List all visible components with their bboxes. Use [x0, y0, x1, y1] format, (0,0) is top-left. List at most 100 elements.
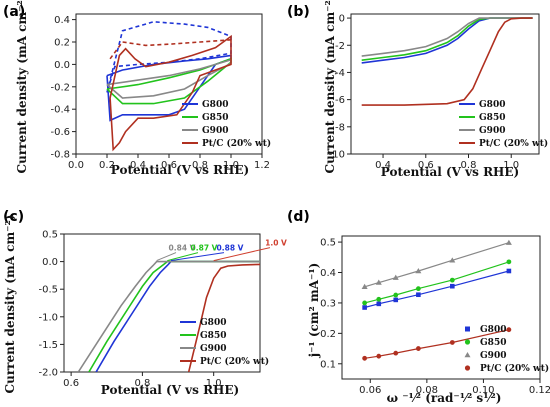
y-tick-label: 0.1 — [320, 359, 336, 370]
x-tick-label: 0.06 — [359, 385, 381, 396]
data-point-pt-c-20-wt- — [449, 340, 455, 345]
y-tick-label: 0 — [339, 14, 345, 25]
legend-label: G850 — [480, 338, 506, 348]
fit-line-g800 — [364, 270, 510, 309]
y-axis-label: Current density (mA cm⁻²) — [15, 0, 29, 173]
data-point-pt-c-20-wt- — [393, 350, 399, 356]
data-point-g900 — [415, 267, 422, 274]
y-tick-label: -0.5 — [38, 285, 58, 296]
x-tick-label: 0.0 — [68, 160, 84, 171]
x-tick-label: 0.6 — [418, 160, 434, 171]
x-tick-label: 0.12 — [529, 385, 550, 396]
data-point-g900 — [375, 279, 382, 285]
onset-annotation: 0.84 V — [169, 244, 196, 253]
legend-label: G800 — [200, 318, 226, 328]
legend-label: G850 — [202, 113, 228, 123]
y-tick-label: 0.4 — [54, 15, 70, 26]
legend-label: G900 — [202, 126, 228, 136]
y-tick-label: 0.2 — [54, 38, 70, 49]
legend-swatch — [464, 365, 471, 371]
legend-label: G900 — [479, 126, 505, 136]
y-axis-label: j⁻¹ (cm² mA⁻¹) — [307, 263, 321, 359]
x-tick-label: 1.0 — [503, 160, 519, 171]
data-point-g800 — [376, 301, 382, 307]
onset-annotation: 0.87 V — [191, 244, 218, 253]
legend-label: G800 — [202, 100, 228, 110]
series-line-g900 — [361, 17, 533, 57]
series-line-g900 — [77, 260, 260, 372]
y-tick-label: -1.0 — [38, 312, 58, 323]
x-axis-label: Potential (V vs RHE) — [111, 163, 249, 177]
data-point-g900 — [392, 274, 399, 280]
y-axis-label: Current density (mA cm⁻²) — [3, 215, 17, 394]
data-point-g850 — [376, 296, 382, 302]
series-line-pt-c-20-wt- — [361, 17, 533, 106]
y-tick-label: 0.2 — [320, 329, 336, 340]
x-tick-label: 0.8 — [461, 160, 477, 171]
y-tick-label: -4 — [335, 68, 345, 79]
legend-label: G800 — [479, 100, 505, 110]
data-point-pt-c-20-wt- — [415, 346, 421, 351]
y-tick-label: -8 — [335, 122, 345, 133]
x-tick-label: 1.2 — [254, 160, 270, 171]
data-point-g800 — [506, 268, 512, 274]
y-tick-label: -2 — [335, 41, 345, 52]
legend-label: G900 — [200, 344, 226, 354]
y-tick-label: -0.8 — [50, 150, 70, 161]
panel-b: (b) 0.4 0.6 0.8 1.0 -10 -8 -6 -4 -2 0 Potential (V … — [287, 0, 548, 179]
plot-area — [77, 260, 260, 372]
data-point-g900 — [449, 257, 456, 263]
fit-line-g850 — [364, 261, 510, 304]
y-tick-label: -0.6 — [50, 127, 70, 138]
data-point-g900 — [505, 239, 512, 245]
plot-frame — [350, 13, 540, 155]
x-tick-label: 1.0 — [223, 160, 239, 171]
plot-area — [106, 20, 232, 152]
panel-label: (c) — [3, 209, 24, 225]
series-line-pt-c-20-wt- — [109, 39, 232, 60]
legend-swatch — [465, 326, 470, 332]
legend-label: G800 — [480, 325, 506, 335]
data-point-pt-c-20-wt- — [506, 327, 512, 333]
onset-arrow — [167, 252, 199, 262]
series-line-g900 — [106, 58, 232, 99]
legend-label: G850 — [479, 113, 505, 123]
data-point-g850 — [362, 300, 368, 306]
legend-label: Pt/C (20% wt) — [202, 138, 271, 149]
data-point-g850 — [415, 286, 421, 292]
x-tick-label: 0.4 — [375, 160, 391, 171]
onset-arrow — [170, 252, 225, 262]
panel-label: (a) — [3, 4, 25, 20]
data-point-g800 — [393, 297, 399, 303]
series-line-pt-c-20-wt- — [109, 34, 232, 152]
y-axis-label: Current density (mA cm⁻²) — [323, 0, 337, 173]
panel-label: (b) — [287, 4, 310, 20]
onset-annotation: 0.88 V — [217, 244, 244, 253]
y-tick-label: -10 — [329, 150, 345, 161]
x-tick-label: 0.4 — [130, 160, 146, 171]
y-tick-label: 0.4 — [320, 268, 336, 279]
panel-d: (d) 0.06 0.08 0.10 0.12 0.1 0.2 0.3 0.4 0.5 ω ⁻¹⁄²… — [287, 209, 550, 405]
y-tick-label: 0.0 — [42, 257, 58, 268]
legend-label: Pt/C (20% wt) — [479, 138, 548, 149]
x-tick-label: 0.6 — [161, 160, 177, 171]
plot-frame — [341, 235, 541, 380]
series-line-pt-c-20-wt- — [187, 263, 260, 372]
x-axis-label: Potential (V vs RHE) — [101, 383, 239, 397]
y-tick-label: 0.3 — [320, 298, 336, 309]
data-point-pt-c-20-wt- — [376, 353, 382, 359]
plot-area — [361, 239, 512, 361]
y-tick-label: 0.5 — [42, 230, 58, 241]
x-tick-label: 0.6 — [63, 378, 79, 389]
plot-area — [361, 17, 533, 106]
x-tick-label: 0.8 — [192, 160, 208, 171]
x-tick-label: 1.0 — [206, 378, 222, 389]
legend-label: G850 — [200, 331, 226, 341]
data-point-g800 — [362, 305, 367, 310]
data-point-g800 — [450, 283, 455, 289]
y-tick-label: 0.5 — [320, 238, 336, 249]
fit-line-g900 — [364, 242, 510, 288]
data-point-g850 — [506, 259, 512, 265]
x-tick-label: 0.10 — [472, 385, 494, 396]
